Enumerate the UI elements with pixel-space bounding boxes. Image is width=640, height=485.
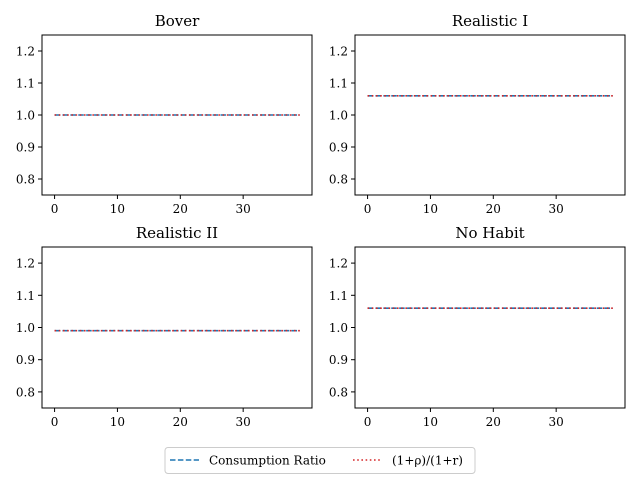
legend-label-consumption-ratio: Consumption Ratio	[209, 454, 326, 468]
y-tick-label: 1.0	[16, 321, 35, 335]
legend-box	[164, 447, 476, 474]
x-tick-label: 20	[486, 415, 501, 429]
axes-frame-realistic-i	[354, 34, 626, 196]
subplot-no-habit: No Habit 0 10 20 30 0.8 0.9 1.0 1.1 1.2	[329, 224, 626, 429]
y-tick-label: 1.2	[16, 45, 35, 59]
subplot-title-bover: Bover	[155, 12, 200, 30]
subplot-title-realistic-ii: Realistic II	[136, 224, 218, 242]
subplot-realistic-ii: Realistic II 0 10 20 30 0.8 0.9 1.0 1.1 1.2	[16, 224, 313, 429]
y-tick-label: 0.8	[16, 385, 35, 399]
x-tick-label: 30	[236, 415, 251, 429]
y-tick-label: 1.2	[329, 257, 348, 271]
y-tick-label: 1.2	[329, 45, 348, 59]
y-tick-label: 0.8	[329, 173, 348, 187]
y-tick-label: 0.9	[329, 141, 348, 155]
x-tick-label: 10	[110, 202, 125, 216]
axes-frame-realistic-ii	[41, 246, 313, 409]
y-tick-label: 1.1	[329, 77, 348, 91]
legend-label-preference-ratio: (1+ρ)/(1+r)	[392, 454, 463, 468]
y-tick-label: 1.0	[16, 109, 35, 123]
x-tick-label: 10	[423, 202, 438, 216]
x-tick-label: 20	[486, 202, 501, 216]
x-tick-label: 0	[51, 415, 59, 429]
x-tick-label: 0	[364, 415, 372, 429]
y-tick-label: 0.8	[329, 385, 348, 399]
x-tick-label: 30	[549, 202, 564, 216]
y-tick-label: 0.9	[329, 353, 348, 367]
subplot-grid: Bover 0 10 20 30 0.8 0.9 1.0 1.1 1.2 Realistic I 0 1…	[16, 12, 626, 429]
x-tick-label: 0	[51, 202, 59, 216]
x-tick-label: 30	[549, 415, 564, 429]
subplot-title-no-habit: No Habit	[455, 224, 524, 242]
y-tick-label: 1.2	[16, 257, 35, 271]
y-tick-label: 1.0	[329, 321, 348, 335]
x-tick-label: 10	[423, 415, 438, 429]
y-tick-label: 1.1	[16, 289, 35, 303]
y-tick-label: 1.1	[329, 289, 348, 303]
x-tick-label: 10	[110, 415, 125, 429]
subplot-title-realistic-i: Realistic I	[452, 12, 528, 30]
x-tick-label: 20	[173, 202, 188, 216]
y-tick-label: 0.8	[16, 173, 35, 187]
subplot-realistic-i: Realistic I 0 10 20 30 0.8 0.9 1.0 1.1 1.2	[329, 12, 626, 216]
y-tick-label: 1.0	[329, 109, 348, 123]
legend: Consumption Ratio (1+ρ)/(1+r)	[164, 447, 476, 474]
x-tick-label: 20	[173, 415, 188, 429]
subplot-bover: Bover 0 10 20 30 0.8 0.9 1.0 1.1 1.2	[16, 12, 313, 216]
x-tick-label: 0	[364, 202, 372, 216]
y-tick-label: 0.9	[16, 141, 35, 155]
y-tick-label: 1.1	[16, 77, 35, 91]
axes-frame-no-habit	[354, 246, 626, 409]
y-tick-label: 0.9	[16, 353, 35, 367]
x-tick-label: 30	[236, 202, 251, 216]
